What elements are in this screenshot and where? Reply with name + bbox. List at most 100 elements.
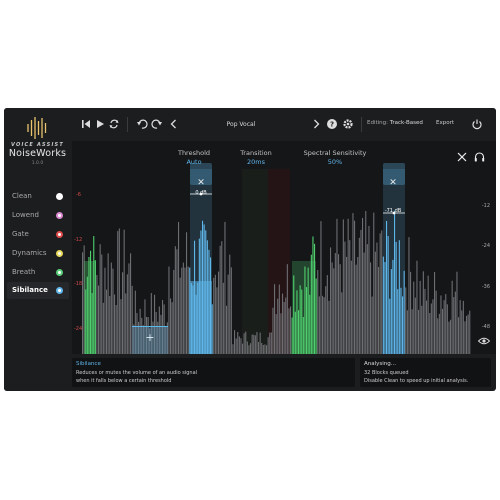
waveform-bar bbox=[266, 345, 268, 354]
waveform-bar bbox=[469, 310, 471, 354]
toolbar: Pop Vocal ? Editing: Track-Based Export bbox=[71, 108, 496, 141]
waveform-bar bbox=[339, 264, 341, 354]
waveform-bar bbox=[176, 249, 178, 354]
waveform-bar bbox=[227, 274, 229, 354]
waveform-bar bbox=[278, 284, 280, 354]
chevron-left-icon[interactable] bbox=[167, 117, 181, 131]
waveform-bar bbox=[234, 330, 236, 354]
waveform-bar bbox=[397, 289, 399, 354]
waveform-bar bbox=[235, 338, 237, 354]
waveform-bar bbox=[160, 314, 162, 354]
waveform-bar bbox=[301, 289, 303, 354]
help-icon[interactable]: ? bbox=[325, 117, 339, 131]
waveform-bar bbox=[238, 336, 240, 354]
waveform-bar bbox=[347, 218, 349, 354]
waveform-bar bbox=[405, 287, 407, 354]
app-window: VOICE ASSIST NoiseWorks 1.0.0 Clean Lowe… bbox=[4, 108, 496, 391]
waveform-bar bbox=[442, 308, 444, 354]
remove-region-button[interactable]: ✕ bbox=[197, 178, 205, 188]
waveform-bar bbox=[370, 262, 372, 354]
waveform-bar bbox=[118, 228, 120, 354]
waveform-bar bbox=[402, 296, 404, 354]
waveform-bar bbox=[237, 331, 239, 354]
chevron-right-icon[interactable] bbox=[309, 117, 323, 131]
waveform-display[interactable] bbox=[72, 141, 496, 354]
module-description: Sibilance Reduces or mutes the volume of… bbox=[72, 358, 355, 387]
sidebar-item-dynamics[interactable]: Dynamics bbox=[7, 245, 69, 262]
waveform-bar bbox=[221, 241, 223, 354]
waveform-bar bbox=[304, 266, 306, 354]
sidebar-item-clean[interactable]: Clean bbox=[7, 188, 69, 205]
play-icon[interactable] bbox=[93, 117, 107, 131]
sidebar-item-gate[interactable]: Gate bbox=[7, 226, 69, 243]
threshold-handle bbox=[392, 211, 396, 215]
undo-icon[interactable] bbox=[135, 117, 149, 131]
waveform-bar bbox=[107, 253, 109, 354]
waveform-bar bbox=[349, 240, 351, 354]
remove-region-button[interactable]: ✕ bbox=[389, 178, 397, 188]
power-icon[interactable] bbox=[470, 117, 484, 131]
sidebar-item-breath[interactable]: Breath bbox=[7, 264, 69, 281]
waveform-bar bbox=[181, 267, 183, 354]
waveform-bar bbox=[256, 332, 258, 354]
waveform-bar bbox=[293, 275, 295, 354]
preset-name[interactable]: Pop Vocal bbox=[226, 121, 256, 128]
waveform-bar bbox=[99, 244, 101, 354]
selection-region bbox=[190, 281, 212, 354]
waveform-bar bbox=[96, 275, 98, 354]
region-handle bbox=[383, 163, 405, 185]
waveform-bar bbox=[443, 300, 445, 354]
waveform-bar bbox=[358, 237, 360, 354]
sidebar-item-sibilance[interactable]: Sibilance bbox=[7, 282, 69, 299]
waveform-bar bbox=[336, 218, 338, 354]
loop-icon[interactable] bbox=[107, 117, 121, 131]
waveform-bar bbox=[374, 251, 376, 354]
waveform-bar bbox=[104, 267, 106, 354]
waveform-bar bbox=[110, 262, 112, 354]
skip-back-icon[interactable] bbox=[79, 117, 93, 131]
headphones-icon[interactable] bbox=[474, 152, 485, 162]
waveform-bar bbox=[133, 324, 135, 354]
waveform-bar bbox=[403, 270, 405, 354]
waveform-bar bbox=[418, 309, 420, 354]
status-dot bbox=[56, 287, 63, 294]
redo-icon[interactable] bbox=[150, 117, 164, 131]
export-button[interactable]: Export bbox=[436, 120, 455, 126]
status-dot bbox=[56, 193, 63, 200]
waveform-bar bbox=[230, 267, 232, 354]
editing-mode[interactable]: Editing: Track-Based bbox=[367, 120, 423, 126]
left-axis-label: -18 bbox=[74, 281, 83, 287]
status-dot bbox=[56, 212, 63, 219]
waveform-bar bbox=[306, 287, 308, 354]
waveform-bar bbox=[414, 297, 416, 354]
transition-value[interactable]: 20ms bbox=[247, 158, 265, 166]
close-icon[interactable] bbox=[457, 152, 467, 162]
waveform-bar bbox=[117, 231, 119, 354]
add-region-button[interactable]: + bbox=[132, 326, 168, 354]
waveform-bar bbox=[448, 321, 450, 354]
waveform-bar bbox=[219, 245, 221, 354]
waveform-bar bbox=[179, 277, 181, 354]
spectral-sensitivity-value[interactable]: 50% bbox=[327, 158, 343, 166]
waveform-bar bbox=[168, 266, 170, 354]
gear-icon[interactable] bbox=[341, 117, 355, 131]
waveform-bar bbox=[437, 318, 439, 354]
eye-icon[interactable] bbox=[478, 337, 490, 345]
waveform-bar bbox=[131, 285, 133, 354]
waveform-bar bbox=[152, 321, 154, 354]
tinted-region bbox=[242, 169, 272, 354]
waveform-bar bbox=[245, 331, 247, 354]
waveform-bar bbox=[218, 271, 220, 354]
waveform-bar bbox=[322, 295, 324, 354]
waveform-bar bbox=[389, 298, 391, 354]
waveform-bar bbox=[294, 311, 296, 354]
threshold-handle bbox=[199, 192, 203, 196]
waveform-panel[interactable]: Threshold Auto Transition 20ms Spectral … bbox=[72, 141, 496, 354]
waveform-bar bbox=[341, 292, 343, 354]
threshold-value[interactable]: Auto bbox=[186, 158, 202, 166]
region-gain-label[interactable]: 0 dB bbox=[195, 190, 207, 196]
waveform-bar bbox=[406, 310, 408, 354]
waveform-bar bbox=[182, 262, 184, 354]
region-gain-label[interactable]: -71 dB bbox=[384, 208, 402, 214]
sidebar-item-lowend[interactable]: Lowend bbox=[7, 207, 69, 224]
